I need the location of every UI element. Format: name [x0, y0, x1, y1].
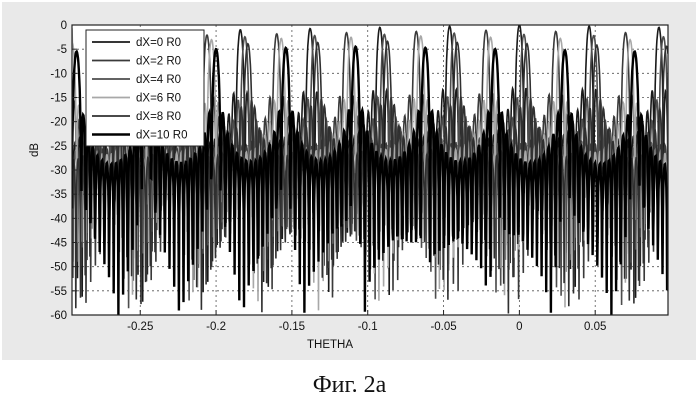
x-tick-label: -0.15 — [279, 321, 305, 333]
y-tick-label: -30 — [50, 165, 67, 177]
y-tick-label: -15 — [50, 93, 67, 105]
x-tick-label: -0.2 — [206, 321, 226, 333]
legend-label: dX=6 R0 — [136, 93, 181, 105]
y-tick-label: -50 — [50, 262, 67, 274]
legend-label: dX=8 R0 — [136, 111, 181, 123]
x-tick-label: -0.1 — [358, 321, 378, 333]
y-tick-label: 0 — [61, 20, 67, 32]
y-tick-label: -45 — [50, 238, 67, 250]
legend-label: dX=10 R0 — [136, 130, 187, 142]
legend-label: dX=2 R0 — [136, 56, 181, 68]
x-tick-label: 0.05 — [584, 321, 606, 333]
y-tick-label: -10 — [50, 68, 67, 80]
legend-label: dX=0 R0 — [136, 37, 181, 49]
x-axis-label: THETHA — [307, 339, 353, 351]
chart: -0.25 -0.2 -0.15 -0.1 -0.05 0 0.05 0 -5 -10 -15 -20… — [0, 0, 699, 362]
x-tick-label: 0 — [516, 321, 522, 333]
figure-caption: Фиг. 2а — [0, 372, 699, 399]
y-tick-label: -55 — [50, 286, 67, 298]
y-axis-label: dB — [29, 143, 41, 157]
y-tick-label: -5 — [57, 44, 67, 56]
y-tick-label: -40 — [50, 213, 67, 225]
y-tick-label: -35 — [50, 189, 67, 201]
x-tick-label: -0.05 — [430, 321, 456, 333]
x-tick-label: -0.25 — [127, 321, 153, 333]
y-tick-label: -25 — [50, 141, 67, 153]
y-tick-label: -20 — [50, 117, 67, 129]
y-tick-label: -60 — [50, 310, 67, 322]
legend-label: dX=4 R0 — [136, 74, 181, 86]
